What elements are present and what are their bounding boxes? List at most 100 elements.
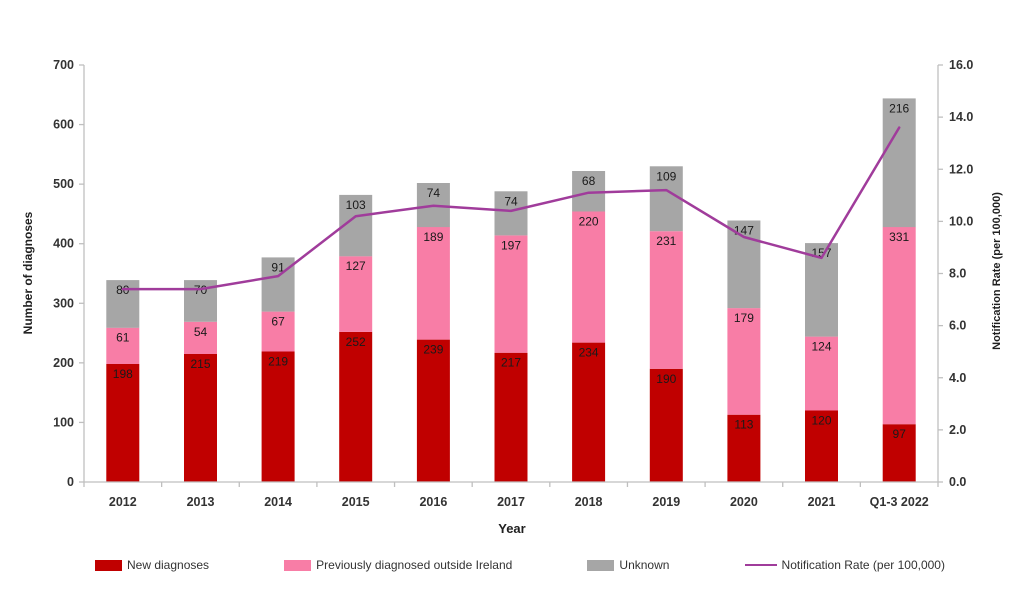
bar-data-label: 97 <box>893 427 907 441</box>
y-axis-title-right: Notification Rate (per 100,000) <box>991 192 1003 350</box>
y-axis-right-tick-label: 10.0 <box>949 214 973 228</box>
y-axis-left-tick-label: 500 <box>53 177 74 191</box>
bar-data-label: 220 <box>579 215 599 229</box>
bar-data-label: 234 <box>579 346 599 360</box>
bar-data-label: 239 <box>423 343 443 357</box>
bar-segment <box>261 311 295 352</box>
bar-segment <box>494 191 528 236</box>
bar-data-label: 113 <box>734 418 753 432</box>
bar-segment <box>649 166 683 232</box>
bar-data-label: 74 <box>427 186 441 200</box>
legend-label: Notification Rate (per 100,000) <box>781 558 945 572</box>
x-axis-category-label: 2017 <box>497 495 525 509</box>
bar-segment <box>339 331 373 482</box>
legend-label: Previously diagnosed outside Ireland <box>316 558 513 572</box>
legend-line-swatch <box>744 564 777 566</box>
bar-segment <box>184 321 217 354</box>
bar-segment <box>727 414 761 482</box>
bar-segment <box>882 227 916 425</box>
legend-color-swatch <box>587 559 615 571</box>
legend-item-series-0: New diagnoses <box>95 558 209 572</box>
bar-data-label: 67 <box>271 315 285 329</box>
bar-data-label: 197 <box>501 238 521 252</box>
bar-data-label: 179 <box>734 311 754 325</box>
x-axis-category-label: 2020 <box>730 495 758 509</box>
bar-segment <box>416 227 450 340</box>
bar-data-label: 124 <box>811 340 831 354</box>
x-axis-category-label: 2016 <box>419 495 447 509</box>
bar-data-label: 91 <box>271 260 285 274</box>
bar-data-label: 120 <box>811 414 831 428</box>
bar-data-label: 68 <box>582 174 596 188</box>
bar-segment <box>572 342 606 482</box>
x-axis-title: Year <box>498 521 526 536</box>
legend-label: New diagnoses <box>127 558 210 572</box>
y-axis-right-tick-label: 14.0 <box>949 110 973 124</box>
y-axis-right-tick-label: 12.0 <box>949 162 973 176</box>
bar-data-label: 216 <box>889 101 909 115</box>
bar-segment <box>882 424 916 482</box>
y-axis-left-tick-label: 0 <box>67 475 74 489</box>
y-axis-left-tick-label: 300 <box>53 296 74 310</box>
legend-color-swatch <box>95 559 122 571</box>
y-axis-left-tick-label: 100 <box>53 415 74 429</box>
bar-data-label: 54 <box>194 325 208 339</box>
y-axis-left-tick-label: 700 <box>53 58 74 72</box>
bar-segment <box>416 339 450 482</box>
x-axis-category-label: 2018 <box>575 495 603 509</box>
bar-segment <box>805 336 838 411</box>
y-axis-title-left: Number of diagnoses <box>21 211 35 335</box>
y-axis-left-tick-label: 600 <box>53 118 74 132</box>
x-axis-category-label: 2013 <box>187 495 215 509</box>
y-axis-left-tick-label: 200 <box>53 356 74 370</box>
bar-data-label: 127 <box>346 259 366 273</box>
bar-data-label: 219 <box>268 355 288 369</box>
bar-segment <box>339 256 373 332</box>
bar-data-label: 61 <box>116 331 130 345</box>
x-axis-category-label: 2021 <box>808 495 836 509</box>
x-axis-category-label: 2012 <box>109 495 137 509</box>
y-axis-right-tick-label: 4.0 <box>949 371 966 385</box>
y-axis-right-tick-label: 16.0 <box>949 58 973 72</box>
bar-data-label: 331 <box>889 230 909 244</box>
legend-item-series-2: Unknown <box>587 558 669 572</box>
notification-rate-line <box>121 126 901 291</box>
legend-item-rate: Notification Rate (per 100,000) <box>744 558 945 572</box>
bar-data-label: 74 <box>504 194 518 208</box>
legend-color-swatch <box>284 559 312 571</box>
bar-data-label: 231 <box>656 234 676 248</box>
x-axis-category-label: 2014 <box>264 495 292 509</box>
legend-label: Unknown <box>619 558 670 572</box>
x-axis-category-label: Q1-3 2022 <box>870 495 929 509</box>
bar-segment <box>727 220 761 309</box>
bar-data-label: 189 <box>423 230 443 244</box>
bar-data-label: 190 <box>656 372 676 386</box>
bar-segment <box>727 308 761 415</box>
bar-segment <box>494 235 528 353</box>
bar-data-label: 109 <box>656 169 676 183</box>
bar-data-label: 103 <box>346 198 366 212</box>
chart-legend: New diagnoses Previously diagnosed outsid… <box>95 558 945 572</box>
y-axis-right-tick-label: 8.0 <box>949 267 966 281</box>
bar-segment <box>494 352 528 482</box>
bar-data-label: 217 <box>501 356 521 370</box>
bar-segment <box>261 351 295 482</box>
bar-segment <box>106 327 140 364</box>
bar-segment <box>184 353 217 482</box>
bar-segment <box>805 410 838 482</box>
y-axis-right-tick-label: 2.0 <box>949 423 966 437</box>
bar-segment <box>572 211 606 343</box>
y-axis-right-tick-label: 0.0 <box>949 475 966 489</box>
y-axis-right-tick-label: 6.0 <box>949 319 966 333</box>
x-axis-category-label: 2019 <box>652 495 680 509</box>
bar-data-label: 198 <box>113 367 133 381</box>
legend-item-series-1: Previously diagnosed outside Ireland <box>284 558 512 572</box>
bar-data-label: 147 <box>734 224 754 238</box>
bar-segment <box>649 368 683 482</box>
y-axis-left-tick-label: 400 <box>53 237 74 251</box>
bar-segment <box>649 231 683 369</box>
x-axis-category-label: 2015 <box>342 495 370 509</box>
bar-segment <box>882 98 916 228</box>
